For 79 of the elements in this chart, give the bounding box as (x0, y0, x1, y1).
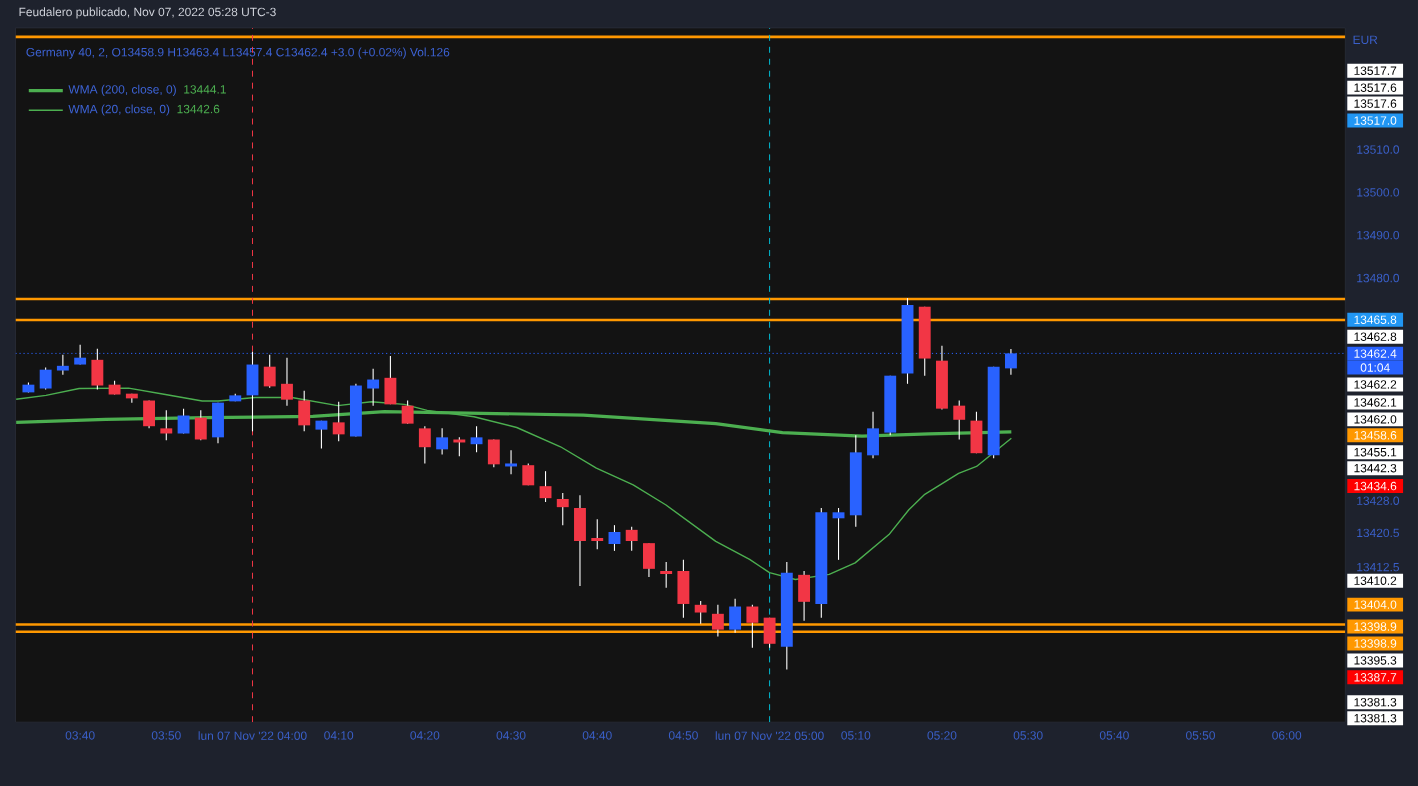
x-tick-label: 03:50 (151, 731, 181, 740)
text: 13404.0 (1354, 600, 1397, 609)
legend-label: WMA (20, close, 0) (68, 104, 170, 116)
candlestick (832, 507, 845, 561)
candlestick (418, 425, 431, 465)
text: 13517.0 (1354, 116, 1397, 125)
x-tick-label: lun 07 Nov '22 04:00 (198, 731, 307, 741)
y-tick-label: 13480.0 (1357, 273, 1400, 283)
x-tick-label: 05:40 (1099, 731, 1129, 740)
text: 13458.6 (1354, 431, 1397, 440)
candlestick (194, 409, 207, 441)
candlestick (505, 449, 517, 475)
candlestick (470, 425, 483, 453)
candlestick (436, 427, 449, 456)
candlestick (160, 409, 173, 441)
y-tick-label: 13420.5 (1357, 528, 1400, 538)
x-tick-label: 04:10 (324, 731, 354, 740)
x-tick-label: 04:50 (668, 731, 698, 740)
candlestick (263, 354, 276, 389)
x-tick-label: 05:10 (841, 731, 871, 740)
legend-label: WMA (200, close, 0) (68, 84, 176, 97)
candlestick (539, 470, 552, 503)
text: 13381.3 (1354, 713, 1397, 723)
text: 13462.1 (1354, 398, 1397, 407)
x-tick-label: 04:40 (582, 731, 612, 740)
y-tick-label: 13500.0 (1357, 188, 1400, 197)
candlestick (367, 368, 380, 407)
text: 13517.7 (1354, 66, 1397, 75)
text: 01:04 (1360, 363, 1390, 372)
text: 13517.6 (1354, 83, 1397, 92)
text: 13387.7 (1354, 673, 1397, 682)
y-tick-label: 13510.0 (1357, 145, 1400, 154)
text: 13465.8 (1354, 315, 1397, 325)
candlestick (332, 401, 345, 442)
candlestick (591, 518, 604, 550)
x-tick-label: 05:30 (1013, 731, 1043, 740)
candlestick (953, 400, 966, 441)
candlestick (746, 604, 759, 649)
candlestick (556, 492, 569, 526)
y-tick-label: 13428.0 (1357, 496, 1400, 506)
chart-title: Feudalero publicado, Nov 07, 2022 05:28 UTC-3 (19, 7, 276, 19)
candlestick (608, 524, 621, 552)
y-tick-label: 13412.5 (1357, 562, 1400, 572)
candlestick (711, 604, 724, 638)
text: 13381.3 (1354, 698, 1397, 707)
candlestick (401, 400, 414, 425)
candlestick (729, 598, 742, 634)
x-tick-label: 04:30 (496, 731, 526, 740)
x-tick-label: 05:50 (1186, 731, 1215, 740)
candlestick (453, 436, 466, 457)
candlestick (694, 600, 707, 625)
x-tick-label: 04:20 (410, 731, 440, 740)
x-tick-label: 05:20 (927, 731, 957, 740)
text: 13462.4 (1354, 349, 1397, 358)
text: 13434.6 (1354, 481, 1397, 491)
candlestick (281, 357, 293, 407)
text: 13517.6 (1354, 99, 1397, 108)
text: 13395.3 (1354, 656, 1397, 665)
text: 13462.0 (1354, 415, 1397, 424)
candlestick (625, 526, 638, 552)
candlestick (660, 561, 673, 589)
y-tick-label: 13490.0 (1357, 230, 1400, 240)
text: 13462.8 (1354, 332, 1397, 341)
text: 13442.3 (1354, 463, 1397, 473)
text: 13410.2 (1354, 576, 1397, 585)
text: 13398.9 (1354, 622, 1397, 631)
x-tick-label: 06:00 (1272, 731, 1302, 740)
candlestick (1004, 348, 1017, 376)
text: Germany 40, 2, O13458.9 H13463.4 L13457.4 C13462.4 +3.0 (+0.02%) Vol.126 (26, 47, 450, 59)
candlestick (177, 408, 190, 435)
y-axis-title: EUR (1353, 35, 1378, 45)
text: 13398.9 (1354, 639, 1397, 648)
text: 13462.2 (1354, 380, 1397, 389)
text: 13455.1 (1354, 448, 1397, 457)
annotation: 13442.6 (177, 104, 220, 114)
x-tick-label: lun 07 Nov '22 05:00 (715, 731, 824, 741)
candlestick (315, 420, 328, 450)
annotation: 13444.1 (184, 85, 226, 94)
x-tick-label: 03:40 (65, 731, 95, 740)
